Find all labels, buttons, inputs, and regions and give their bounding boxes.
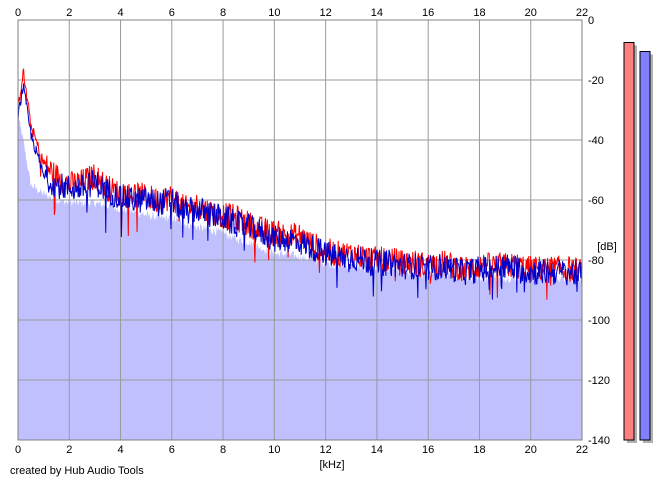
x-tick-label-bottom: 16 bbox=[422, 444, 434, 456]
grid-layer bbox=[17, 19, 583, 441]
x-tick-label-top: 4 bbox=[117, 7, 123, 19]
x-tick-label-top: 0 bbox=[15, 7, 21, 19]
plot-frame-layer bbox=[17, 19, 583, 441]
y-tick-label: 0 bbox=[588, 15, 594, 27]
x-tick-label-top: 22 bbox=[576, 7, 588, 19]
x-tick-label-top: 14 bbox=[371, 7, 383, 19]
y-axis-label: [dB] bbox=[597, 241, 617, 253]
series-line-red bbox=[17, 67, 583, 300]
x-tick-label-bottom: 12 bbox=[320, 444, 332, 456]
x-tick-label-bottom: 20 bbox=[525, 444, 537, 456]
y-tick-label: -100 bbox=[588, 315, 610, 327]
series-line-blue bbox=[17, 83, 583, 300]
x-tick-label-top: 20 bbox=[525, 7, 537, 19]
x-tick-label-bottom: 22 bbox=[576, 444, 588, 456]
x-tick-label-top: 2 bbox=[66, 7, 72, 19]
y-tick-label: -140 bbox=[588, 435, 610, 447]
x-tick-label-bottom: 6 bbox=[169, 444, 175, 456]
x-tick-label-top: 12 bbox=[320, 7, 332, 19]
x-tick-label-bottom: 18 bbox=[473, 444, 485, 456]
y-tick-label: -80 bbox=[588, 255, 604, 267]
level-meter-right bbox=[639, 51, 651, 441]
x-tick-label-top: 6 bbox=[169, 7, 175, 19]
level-meter-layer bbox=[623, 42, 653, 443]
x-tick-label-bottom: 10 bbox=[268, 444, 280, 456]
x-tick-label-bottom: 14 bbox=[371, 444, 383, 456]
x-tick-label-bottom: 2 bbox=[66, 444, 72, 456]
level-meter-left bbox=[623, 42, 635, 441]
x-tick-label-bottom: 0 bbox=[15, 444, 21, 456]
y-tick-label: -20 bbox=[588, 75, 604, 87]
series-layer bbox=[17, 67, 583, 300]
x-tick-label-bottom: 4 bbox=[117, 444, 123, 456]
x-axis-label: [kHz] bbox=[319, 459, 344, 471]
x-tick-label-bottom: 8 bbox=[220, 444, 226, 456]
x-tick-label-top: 16 bbox=[422, 7, 434, 19]
spectrum-floor-layer bbox=[18, 114, 582, 440]
y-tick-label: -120 bbox=[588, 375, 610, 387]
spectrum-floor-area bbox=[18, 114, 582, 440]
y-tick-label: -40 bbox=[588, 135, 604, 147]
x-tick-label-top: 18 bbox=[473, 7, 485, 19]
credit-text: created by Hub Audio Tools bbox=[10, 465, 144, 477]
x-tick-label-top: 10 bbox=[268, 7, 280, 19]
y-tick-label: -60 bbox=[588, 195, 604, 207]
x-tick-label-top: 8 bbox=[220, 7, 226, 19]
plot-frame bbox=[17, 19, 583, 441]
tick-label-layer: 002244668810101212141416161818202022220-… bbox=[15, 7, 610, 456]
